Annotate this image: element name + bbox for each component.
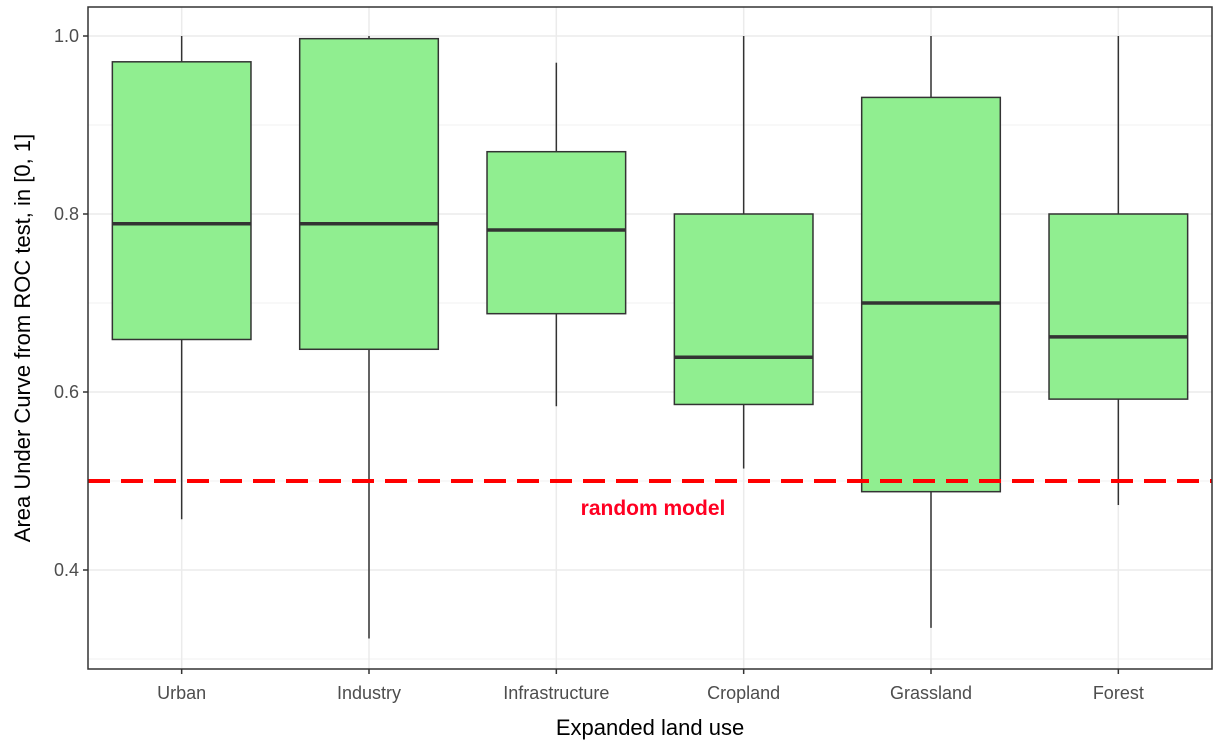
box-body: [111, 61, 252, 341]
x-tick-label: Industry: [337, 683, 401, 703]
x-tick-label: Urban: [157, 683, 206, 703]
x-axis: Urban Industry Infrastructure Cropland Grass…: [157, 669, 1144, 703]
panel-border: [87, 6, 1213, 670]
box-cropland: [673, 36, 814, 469]
reference-line-group: random model: [88, 479, 1212, 520]
box-infrastructure: [486, 62, 627, 407]
x-tick-label: Forest: [1093, 683, 1144, 703]
y-tick-label: 0.8: [54, 204, 79, 224]
box-body: [1048, 213, 1189, 400]
box-industry: [298, 36, 440, 639]
x-tick-label: Infrastructure: [503, 683, 609, 703]
x-axis-title: Expanded land use: [556, 715, 744, 740]
box-body: [860, 96, 1002, 493]
box-forest: [1048, 36, 1189, 506]
box-body: [298, 37, 440, 351]
boxes: [111, 36, 1189, 639]
box-urban: [111, 36, 252, 520]
y-tick-label: 0.4: [54, 560, 79, 580]
box-body: [486, 150, 627, 315]
y-tick-label: 1.0: [54, 26, 79, 46]
x-tick-label: Cropland: [707, 683, 780, 703]
y-tick-label: 0.6: [54, 382, 79, 402]
x-tick-label: Grassland: [890, 683, 972, 703]
random-model-label: random model: [581, 497, 726, 520]
box-body: [673, 213, 814, 406]
y-axis-title: Area Under Curve from ROC test, in [0, 1…: [10, 134, 35, 542]
box-grassland: [860, 36, 1002, 628]
y-axis: 0.4 0.6 0.8 1.0: [54, 26, 88, 580]
